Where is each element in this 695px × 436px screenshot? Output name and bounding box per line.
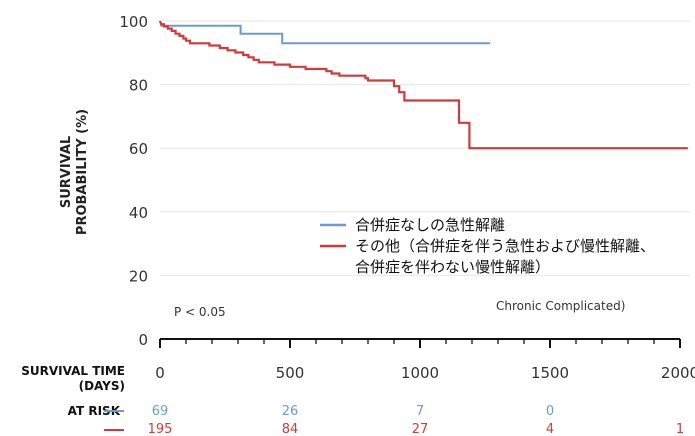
y-tick-label-100: 100: [119, 13, 148, 31]
at-risk-value-1-0: 69: [152, 404, 169, 419]
y-axis-label-line-1: SURVIVAL: [59, 136, 74, 208]
series-lines: [158, 20, 688, 150]
x-tick-label-0: 0: [155, 364, 165, 382]
at-risk-value-2-1: 84: [282, 422, 299, 436]
legend-entry-series-2-line-1: その他（合併症を伴う急性および慢性解離、: [355, 237, 655, 255]
y-tick-label-20: 20: [129, 267, 148, 285]
at-risk-table: 69 26 7 0 195 84 27 4 1: [104, 404, 684, 436]
series-line-2: [158, 20, 688, 150]
at-risk-value-1-2: 7: [416, 404, 424, 419]
x-axis: [159, 338, 681, 348]
x-axis-label-line-2: (DAYS): [79, 379, 125, 393]
at-risk-value-1-1: 26: [282, 404, 299, 419]
y-tick-labels: 0 20 40 60 80 100: [119, 13, 148, 349]
legend-entry-series-2-line-2: 合併症を伴わない慢性解離）: [355, 258, 550, 276]
y-tick-label-60: 60: [129, 140, 148, 158]
series-line-1: [159, 20, 491, 45]
y-tick-label-40: 40: [129, 204, 148, 222]
at-risk-value-2-4: 1: [676, 422, 684, 436]
grid-lines: [160, 20, 690, 276]
x-tick-label-1500: 1500: [531, 364, 569, 382]
y-tick-label-0: 0: [138, 331, 148, 349]
legend-entry-series-1: 合併症なしの急性解離: [355, 216, 505, 234]
at-risk-value-1-3: 0: [546, 404, 554, 419]
x-tick-label-500: 500: [276, 364, 305, 382]
at-risk-value-2-3: 4: [546, 422, 554, 436]
chronic-complicated-annotation: Chronic Complicated): [496, 299, 625, 313]
x-tick-label-1000: 1000: [401, 364, 439, 382]
x-axis-label-line-1: SURVIVAL TIME: [21, 364, 125, 378]
at-risk-value-2-2: 27: [412, 422, 429, 436]
y-tick-label-80: 80: [129, 77, 148, 95]
x-tick-labels: 0 500 1000 1500 2000: [155, 364, 695, 382]
at-risk-label: AT RISK: [68, 404, 121, 418]
legend: 合併症なしの急性解離 その他（合併症を伴う急性および慢性解離、 合併症を伴わない…: [320, 216, 655, 276]
x-tick-label-2000: 2000: [661, 364, 695, 382]
at-risk-value-2-0: 195: [148, 422, 173, 436]
p-value-annotation: P < 0.05: [174, 305, 226, 319]
y-axis-label-line-2: PROBABILITY (%): [75, 109, 90, 235]
